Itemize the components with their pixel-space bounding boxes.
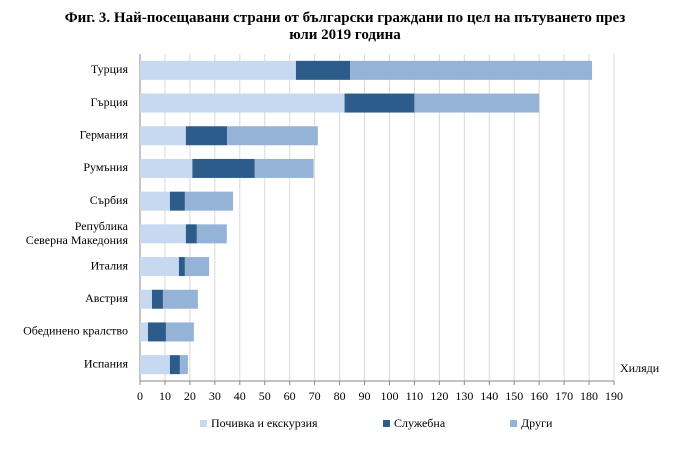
x-tick-label: 10: [159, 389, 171, 403]
bar-segment: [344, 93, 415, 113]
x-tick-label: 0: [137, 389, 143, 403]
bar-segment: [185, 126, 228, 146]
x-tick-label: 70: [309, 389, 321, 403]
bar-segment: [162, 289, 198, 309]
bar-segment: [140, 60, 296, 80]
y-tick-label: Република Северна Македония: [26, 219, 129, 247]
x-tick-label: 180: [580, 389, 598, 403]
bar-segment: [184, 257, 210, 277]
x-tick-label: 100: [380, 389, 398, 403]
x-tick-label: 60: [284, 389, 296, 403]
y-tick-label: Австрия: [85, 291, 128, 305]
bar-segment: [165, 322, 194, 342]
bar-segment: [140, 289, 152, 309]
bar-segment: [227, 126, 318, 146]
x-axis-label: Хиляди: [620, 361, 660, 375]
y-tick-label: Сърбия: [90, 193, 129, 207]
y-tick-label: Турция: [91, 62, 129, 76]
x-tick-label: 30: [209, 389, 221, 403]
x-tick-label: 20: [184, 389, 196, 403]
legend-label: Други: [521, 416, 553, 430]
legend-swatch: [383, 420, 390, 427]
y-tick-label: Обединено кралство: [23, 324, 128, 338]
chart-title: Фиг. 3. Най-посещавани страни от българс…: [65, 10, 626, 43]
bar-segment: [414, 93, 540, 113]
bar-segment: [140, 322, 148, 342]
x-tick-label: 120: [430, 389, 448, 403]
x-tick-label: 50: [259, 389, 271, 403]
y-tick-label: Германия: [80, 128, 129, 142]
x-tick-label: 130: [455, 389, 473, 403]
bar-segment: [295, 60, 351, 80]
bar-segment: [140, 224, 186, 244]
bar-segment: [184, 191, 234, 211]
y-tick-label: Гърция: [90, 95, 128, 109]
bar-segment: [151, 289, 163, 309]
x-tick-label: 40: [234, 389, 246, 403]
bar-segment: [169, 355, 180, 375]
bar-segment: [147, 322, 166, 342]
legend-swatch: [510, 420, 517, 427]
y-tick-label: Испания: [84, 356, 129, 370]
bar-segment: [350, 60, 593, 80]
bar-segment: [192, 158, 255, 178]
bar-segment: [140, 257, 179, 277]
x-tick-label: 160: [530, 389, 548, 403]
y-tick-label: Италия: [91, 258, 129, 272]
y-tick-label: Румъния: [83, 160, 128, 174]
legend-label: Почивка и екскурзия: [211, 416, 318, 430]
bar-segment: [254, 158, 314, 178]
x-tick-label: 90: [359, 389, 371, 403]
x-tick-label: 190: [605, 389, 623, 403]
bar-segment: [169, 191, 185, 211]
bar-segment: [179, 355, 188, 375]
x-tick-label: 140: [480, 389, 498, 403]
x-tick-label: 80: [334, 389, 346, 403]
bar-segment: [140, 93, 345, 113]
x-tick-label: 170: [555, 389, 573, 403]
bar-segment: [185, 224, 197, 244]
bar-segment: [140, 191, 170, 211]
legend-label: Служебна: [394, 416, 446, 430]
legend-swatch: [200, 420, 207, 427]
x-tick-label: 150: [505, 389, 523, 403]
bar-segment: [178, 257, 185, 277]
bar-segment: [140, 158, 193, 178]
bar-segment: [140, 126, 186, 146]
bar-segment: [196, 224, 227, 244]
bar-segment: [140, 355, 170, 375]
x-tick-label: 110: [406, 389, 424, 403]
